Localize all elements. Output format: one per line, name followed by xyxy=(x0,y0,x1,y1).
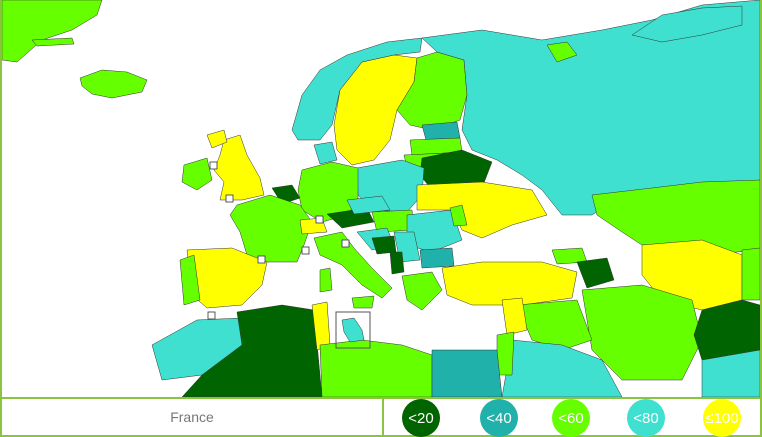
malta-inset-frame[interactable] xyxy=(335,311,371,349)
region-north-scandinavia[interactable] xyxy=(291,37,423,141)
region-france[interactable] xyxy=(229,194,313,263)
marker-gibraltar[interactable] xyxy=(207,311,216,320)
region-pakistan[interactable] xyxy=(701,349,760,397)
region-armenia-azerbaijan[interactable] xyxy=(576,257,615,289)
region-denmark[interactable] xyxy=(313,141,338,165)
region-svalbard[interactable] xyxy=(546,41,578,63)
region-turkey[interactable] xyxy=(441,261,578,306)
region-algeria[interactable] xyxy=(181,304,323,397)
region-novaya-zemlya[interactable] xyxy=(631,5,743,43)
region-iran[interactable] xyxy=(581,284,703,381)
legend-item-lt60[interactable]: <60 xyxy=(552,399,590,437)
region-moldova[interactable] xyxy=(449,204,468,227)
region-montenegro[interactable] xyxy=(389,251,405,275)
region-great-britain[interactable] xyxy=(213,134,265,201)
legend-item-lt20[interactable]: <20 xyxy=(402,399,440,437)
region-turkmenistan[interactable] xyxy=(741,247,760,301)
info-bar: France <20 <40 <60 <80 ≤100 xyxy=(0,397,762,437)
legend-item-lt40[interactable]: <40 xyxy=(480,399,518,437)
region-ireland[interactable] xyxy=(181,157,213,191)
region-ukraine[interactable] xyxy=(416,181,548,239)
legend-item-le100[interactable]: ≤100 xyxy=(703,399,741,437)
region-portugal[interactable] xyxy=(179,254,201,306)
region-malta[interactable] xyxy=(341,317,365,343)
marker-isle-of-man[interactable] xyxy=(209,161,218,170)
region-sardinia[interactable] xyxy=(319,267,333,293)
marker-monaco[interactable] xyxy=(301,246,310,255)
region-saudi-arabia[interactable] xyxy=(501,339,623,397)
region-egypt[interactable] xyxy=(431,349,503,397)
marker-san-marino[interactable] xyxy=(341,239,350,248)
choropleth-map[interactable] xyxy=(0,0,762,397)
region-greenland-islet[interactable] xyxy=(31,37,75,47)
region-greenland[interactable] xyxy=(2,0,103,63)
region-libya[interactable] xyxy=(319,339,433,397)
region-jordan[interactable] xyxy=(496,331,515,376)
region-iceland[interactable] xyxy=(79,69,148,99)
region-cyprus-lebanon[interactable] xyxy=(501,297,528,336)
legend: <20 <40 <60 <80 ≤100 xyxy=(384,399,760,437)
legend-item-lt80[interactable]: <80 xyxy=(627,399,665,437)
region-greece[interactable] xyxy=(401,271,443,311)
region-czechia[interactable] xyxy=(346,195,391,215)
marker-luxembourg[interactable] xyxy=(225,194,234,203)
marker-liechtenstein[interactable] xyxy=(315,215,324,224)
region-russia[interactable] xyxy=(421,0,760,216)
region-bosnia[interactable] xyxy=(371,235,397,255)
selected-country-label: France xyxy=(2,399,384,435)
region-bulgaria[interactable] xyxy=(419,247,455,269)
map-svg[interactable] xyxy=(2,0,760,397)
region-iraq-syria[interactable] xyxy=(516,299,593,351)
region-scotland-north[interactable] xyxy=(206,129,228,149)
region-estonia[interactable] xyxy=(421,121,461,141)
region-sicily[interactable] xyxy=(351,295,375,309)
marker-andorra[interactable] xyxy=(257,255,266,264)
